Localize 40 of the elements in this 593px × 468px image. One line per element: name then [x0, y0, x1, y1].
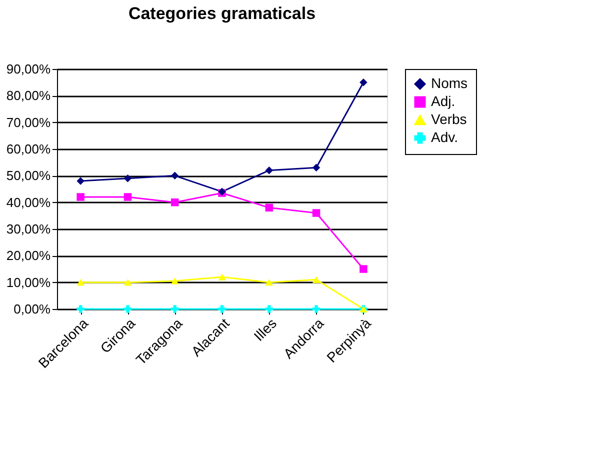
point [170, 305, 179, 313]
y-tick-label: 50,00% [6, 168, 51, 184]
point [124, 174, 132, 182]
point [218, 305, 226, 313]
y-tick-label: 70,00% [6, 114, 51, 130]
point [265, 278, 274, 286]
point [76, 177, 84, 185]
y-tick-label: 10,00% [6, 274, 51, 290]
legend-label: Noms [431, 75, 468, 91]
y-tick-label: 90,00% [6, 62, 51, 76]
y-tick-label: 0,00% [14, 302, 51, 316]
point [265, 204, 274, 212]
y-tick-label: 60,00% [6, 142, 51, 156]
point [312, 276, 320, 284]
x-tick-label: Illes [250, 315, 280, 344]
point [170, 172, 179, 180]
point [124, 278, 132, 286]
point [170, 198, 179, 206]
point [124, 305, 132, 313]
point [312, 209, 320, 217]
point [124, 193, 132, 201]
point [312, 164, 320, 172]
point [312, 305, 320, 313]
point [76, 193, 84, 201]
legend-label: Adv. [431, 129, 458, 145]
point [360, 265, 368, 273]
y-tick-label: 40,00% [6, 194, 51, 210]
chart-title: Categories gramaticals [128, 4, 316, 23]
y-tick-label: 20,00% [6, 248, 51, 264]
point [265, 166, 274, 174]
y-tick-label: 30,00% [6, 222, 51, 236]
point [360, 78, 368, 86]
y-tick-label: 80,00% [6, 88, 51, 104]
point [170, 278, 179, 284]
point [76, 278, 84, 286]
point [76, 305, 84, 313]
point [218, 274, 226, 280]
legend-label: Adj. [431, 93, 456, 109]
point [265, 305, 274, 313]
legend-label: Verbs [431, 111, 467, 127]
